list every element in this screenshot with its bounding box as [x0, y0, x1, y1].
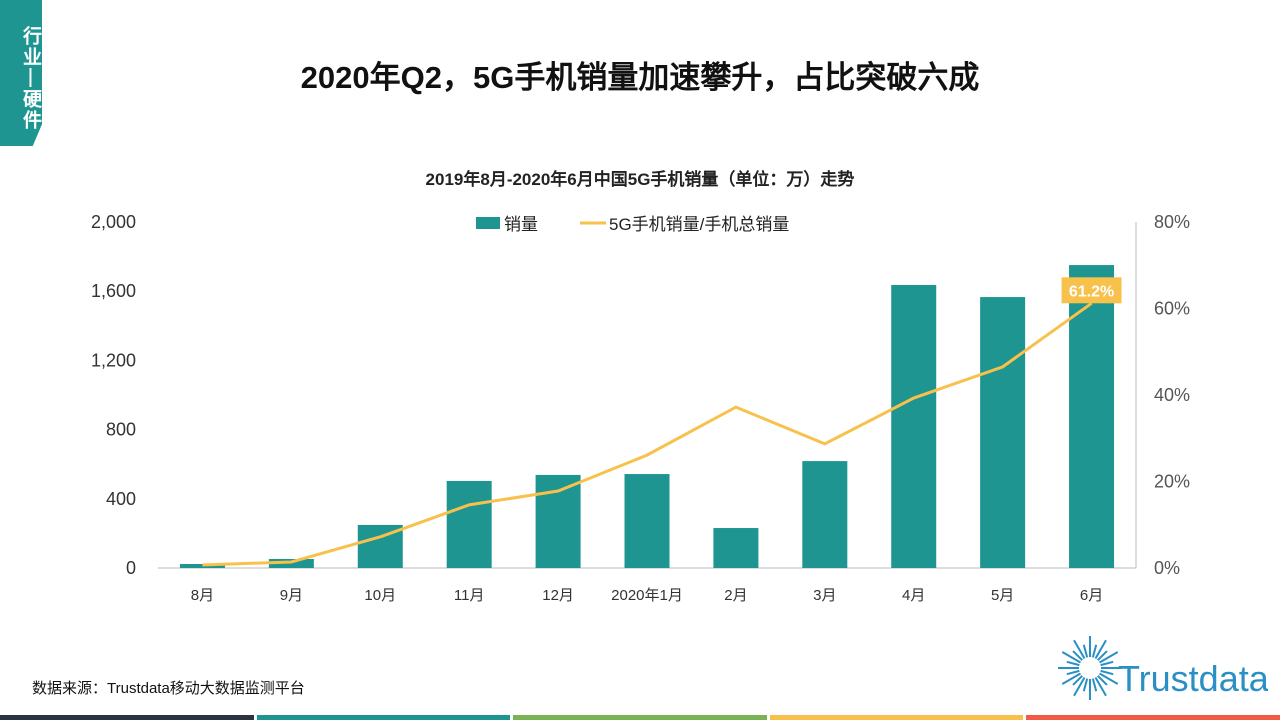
y-right-tick: 40% [1154, 385, 1190, 405]
data-source: 数据来源：Trustdata移动大数据监测平台 [32, 680, 305, 697]
y-left-tick: 1,600 [91, 281, 136, 301]
x-tick: 6月 [1080, 587, 1103, 604]
bar [446, 480, 492, 568]
stripe [513, 715, 767, 720]
stripe [0, 715, 254, 720]
y-right-tick: 80% [1154, 212, 1190, 232]
stripe [256, 715, 511, 720]
section-badge: 行业—硬件 [0, 0, 42, 146]
legend-line-label: 5G手机销量/手机总销量 [609, 215, 789, 234]
annotation-box [1061, 277, 1122, 304]
y-left-tick: 0 [126, 558, 136, 578]
annotation-label: 61.2% [1069, 283, 1114, 300]
logo-ray [1073, 639, 1086, 659]
chart: 2019年8月-2020年6月中国5G手机销量（单位：万）走势 销量 5G手机销… [91, 169, 1190, 604]
legend-bar-label: 销量 [504, 215, 538, 234]
x-tick: 4月 [902, 587, 925, 604]
x-tick: 2020年1月 [611, 587, 683, 604]
x-tick: 5月 [991, 587, 1014, 604]
bar [891, 284, 937, 568]
y-left-tick: 800 [106, 420, 136, 440]
x-tick: 12月 [542, 587, 574, 604]
logo-ray [1061, 651, 1081, 664]
svg-text:Trustdata: Trustdata [1118, 658, 1268, 699]
logo-ray [1100, 660, 1114, 667]
x-tick: 3月 [813, 587, 836, 604]
stripe [1026, 715, 1280, 720]
bar [268, 559, 314, 568]
page-title: 2020年Q2，5G手机销量加速攀升，占比突破六成 [300, 60, 980, 95]
bar [624, 474, 670, 568]
x-tick: 11月 [454, 587, 485, 604]
bar [1069, 265, 1115, 568]
x-tick: 8月 [191, 587, 214, 604]
logo-ray [1097, 650, 1108, 661]
stripe [769, 715, 1024, 720]
bar [179, 564, 225, 568]
logo-ray [1099, 651, 1119, 664]
logo-ray [1066, 669, 1080, 676]
y-left-tick: 2,000 [91, 212, 136, 232]
footer-stripes [0, 715, 1280, 720]
logo-ray [1091, 678, 1098, 692]
logo-ray [1094, 639, 1107, 659]
logo-ray [1072, 650, 1083, 661]
logo-ray [1099, 672, 1119, 685]
bar [713, 528, 759, 568]
bar [980, 297, 1026, 568]
logo-ray [1082, 644, 1089, 658]
logo-ray [1072, 675, 1083, 686]
x-tick: 9月 [280, 587, 303, 604]
y-right-tick: 0% [1154, 558, 1180, 578]
legend-bar-swatch [476, 217, 500, 229]
legend: 销量 5G手机销量/手机总销量 [476, 215, 789, 234]
trustdata-logo: Trustdata [1058, 634, 1270, 709]
x-tick: 2月 [724, 587, 747, 604]
bar [535, 474, 581, 568]
y-left-tick: 1,200 [91, 350, 136, 370]
logo-ray [1082, 678, 1089, 692]
y-right-tick: 60% [1154, 299, 1190, 319]
y-left-tick: 400 [106, 489, 136, 509]
chart-title: 2019年8月-2020年6月中国5G手机销量（单位：万）走势 [426, 169, 855, 189]
bar [802, 461, 848, 568]
logo-ray [1091, 644, 1098, 658]
x-tick: 10月 [364, 587, 396, 604]
logo-ray [1061, 672, 1081, 685]
logo-ray [1073, 677, 1086, 697]
logo-ray [1097, 675, 1108, 686]
logo-ray [1094, 677, 1107, 697]
logo-ray [1066, 660, 1080, 667]
y-right-tick: 20% [1154, 472, 1190, 492]
logo-ray [1100, 669, 1114, 676]
